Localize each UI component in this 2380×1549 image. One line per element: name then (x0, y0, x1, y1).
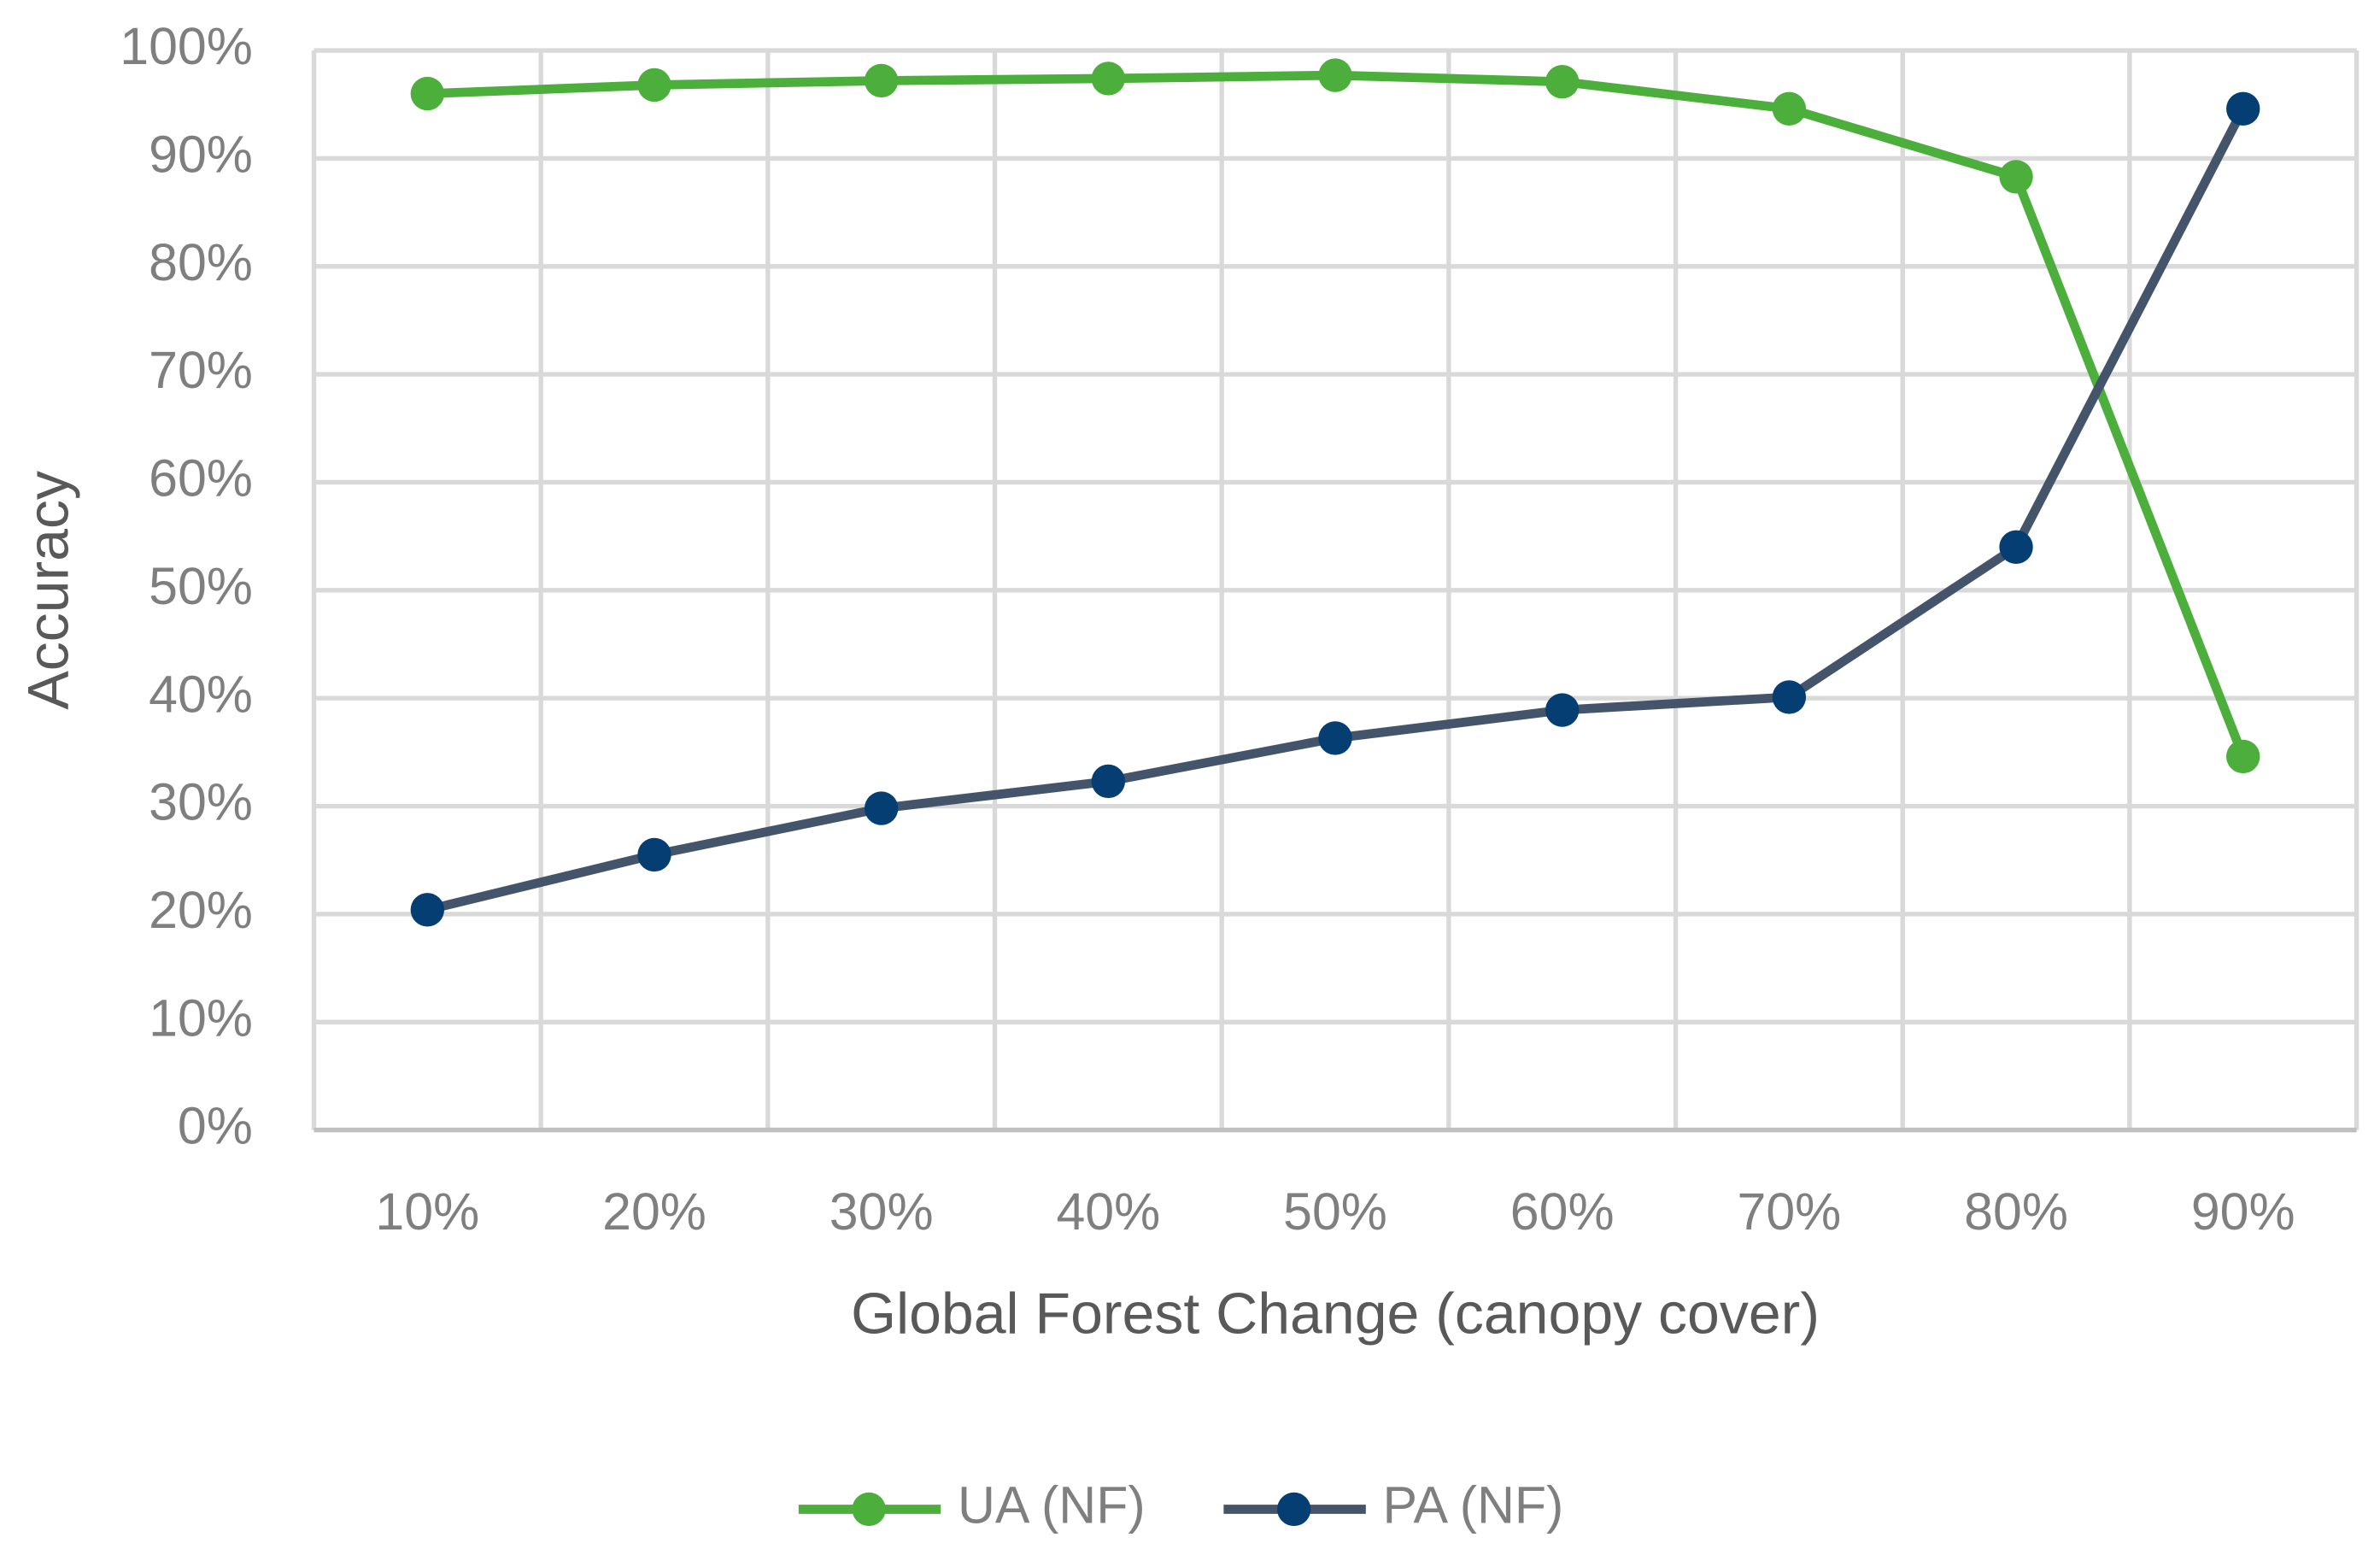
y-tick-label: 80% (149, 233, 253, 291)
x-tick-label: 20% (602, 1182, 706, 1241)
data-point (637, 837, 671, 872)
y-tick-label: 70% (149, 341, 253, 399)
data-point (637, 67, 671, 103)
x-tick-label: 10% (375, 1182, 479, 1241)
x-tick-label: 50% (1283, 1182, 1387, 1241)
x-tick-label: 30% (829, 1182, 934, 1241)
data-point (1091, 764, 1126, 799)
data-point (1091, 62, 1126, 96)
data-point (410, 893, 445, 927)
data-point (2226, 91, 2260, 126)
data-point (864, 791, 899, 825)
x-tick-label: 90% (2191, 1182, 2295, 1241)
legend-label: PA (NF) (1383, 1476, 1564, 1534)
data-point (1772, 680, 1807, 714)
y-tick-label: 30% (149, 773, 253, 831)
data-point (2226, 739, 2260, 774)
y-tick-label: 50% (149, 557, 253, 615)
data-point (1318, 721, 1352, 755)
y-tick-label: 40% (149, 665, 253, 723)
y-tick-label: 90% (149, 125, 253, 183)
y-tick-label: 0% (178, 1097, 253, 1155)
y-tick-label: 20% (149, 881, 253, 939)
data-point (1772, 91, 1807, 126)
x-tick-label: 80% (1964, 1182, 2068, 1241)
data-point (1545, 693, 1580, 727)
x-tick-label: 40% (1056, 1182, 1160, 1241)
data-point (410, 76, 445, 111)
legend-label: UA (NF) (958, 1476, 1146, 1534)
data-point (1545, 65, 1580, 99)
data-point (1318, 58, 1352, 92)
data-point (864, 63, 899, 98)
data-point (1999, 530, 2033, 564)
x-tick-label: 60% (1510, 1182, 1615, 1241)
data-point (1999, 160, 2033, 194)
y-tick-label: 100% (120, 17, 253, 75)
y-axis-title: Accuracy (15, 471, 80, 710)
legend-marker (1277, 1492, 1311, 1527)
x-tick-label: 70% (1737, 1182, 1841, 1241)
y-tick-label: 60% (149, 449, 253, 508)
x-axis-title: Global Forest Change (canopy cover) (851, 1282, 1820, 1347)
legend-marker (852, 1492, 886, 1527)
y-tick-label: 10% (149, 989, 253, 1047)
